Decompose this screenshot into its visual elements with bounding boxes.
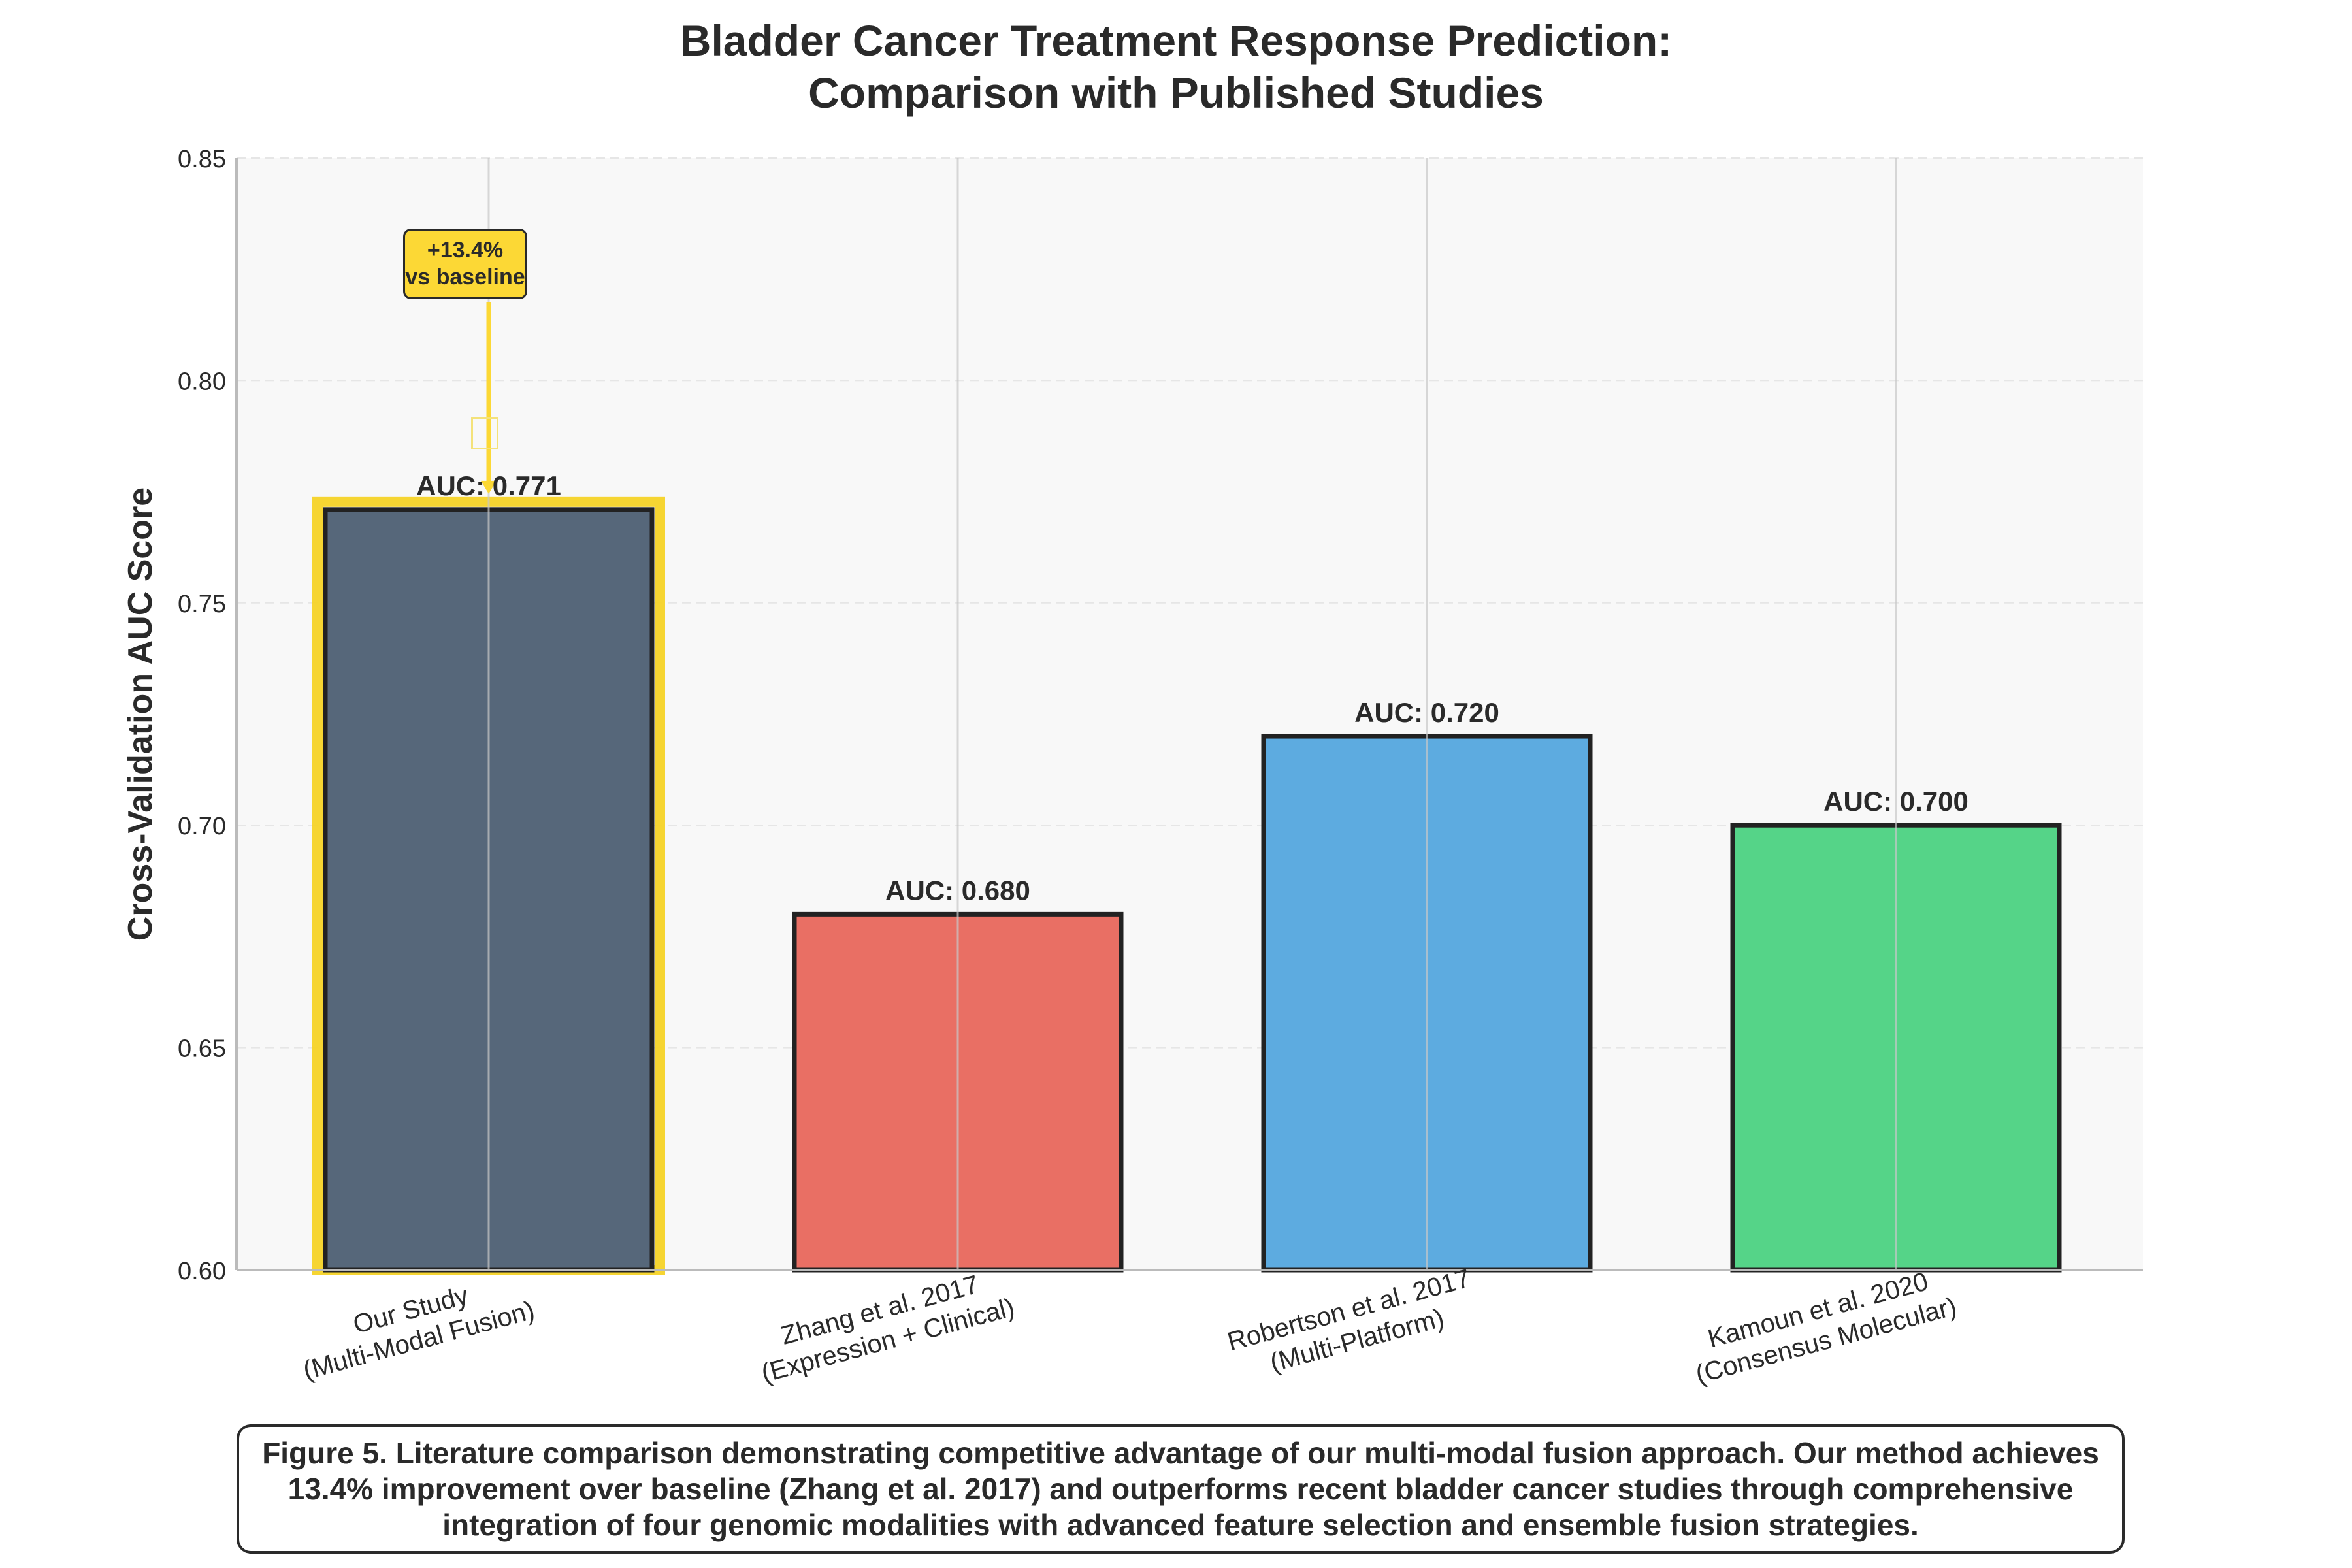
bar-value-label: AUC: 0.700: [1823, 786, 1968, 817]
annotation-line-2: vs baseline: [405, 265, 525, 289]
bar-chart: AUC: 0.771 AUC: 0.680 AUC: 0.720 AUC: 0.700…: [122, 146, 2143, 1389]
bar-value-label: AUC: 0.771: [416, 470, 561, 501]
y-tick-label: 0.85: [178, 146, 226, 173]
y-axis-label: Cross-Validation AUC Score: [122, 487, 159, 941]
y-tick-label: 0.65: [178, 1036, 226, 1063]
x-tick-label: Our Study(Multi-Modal Fusion): [300, 1281, 537, 1385]
x-tick-label: Zhang et al. 2017(Expression + Clinical): [759, 1270, 1018, 1388]
chart-title: Bladder Cancer Treatment Response Predic…: [0, 14, 2352, 119]
y-tick-label: 0.70: [178, 813, 226, 840]
chart-title-line-1: Bladder Cancer Treatment Response Predic…: [679, 16, 1673, 65]
improvement-annotation: +13.4% vs baseline: [403, 229, 527, 299]
annotation-arrow-head: [481, 480, 497, 494]
star-marker-icon: [471, 417, 498, 449]
chart-title-line-2: Comparison with Published Studies: [808, 69, 1544, 117]
bar-value-label: AUC: 0.680: [885, 875, 1030, 906]
annotation-line-1: +13.4%: [427, 238, 504, 263]
figure-caption-box: Figure 5. Literature comparison demonstr…: [237, 1424, 2125, 1554]
x-tick-label: Robertson et al. 2017(Multi-Platform): [1224, 1264, 1473, 1378]
y-tick-label: 0.75: [178, 591, 226, 618]
bar-value-label: AUC: 0.720: [1354, 697, 1499, 728]
y-tick-label: 0.80: [178, 368, 226, 395]
x-tick-label: Kamoun et al. 2020(Consensus Molecular): [1693, 1267, 1960, 1389]
y-tick-label: 0.60: [178, 1258, 226, 1285]
figure-caption: Figure 5. Literature comparison demonstr…: [262, 1435, 2099, 1542]
